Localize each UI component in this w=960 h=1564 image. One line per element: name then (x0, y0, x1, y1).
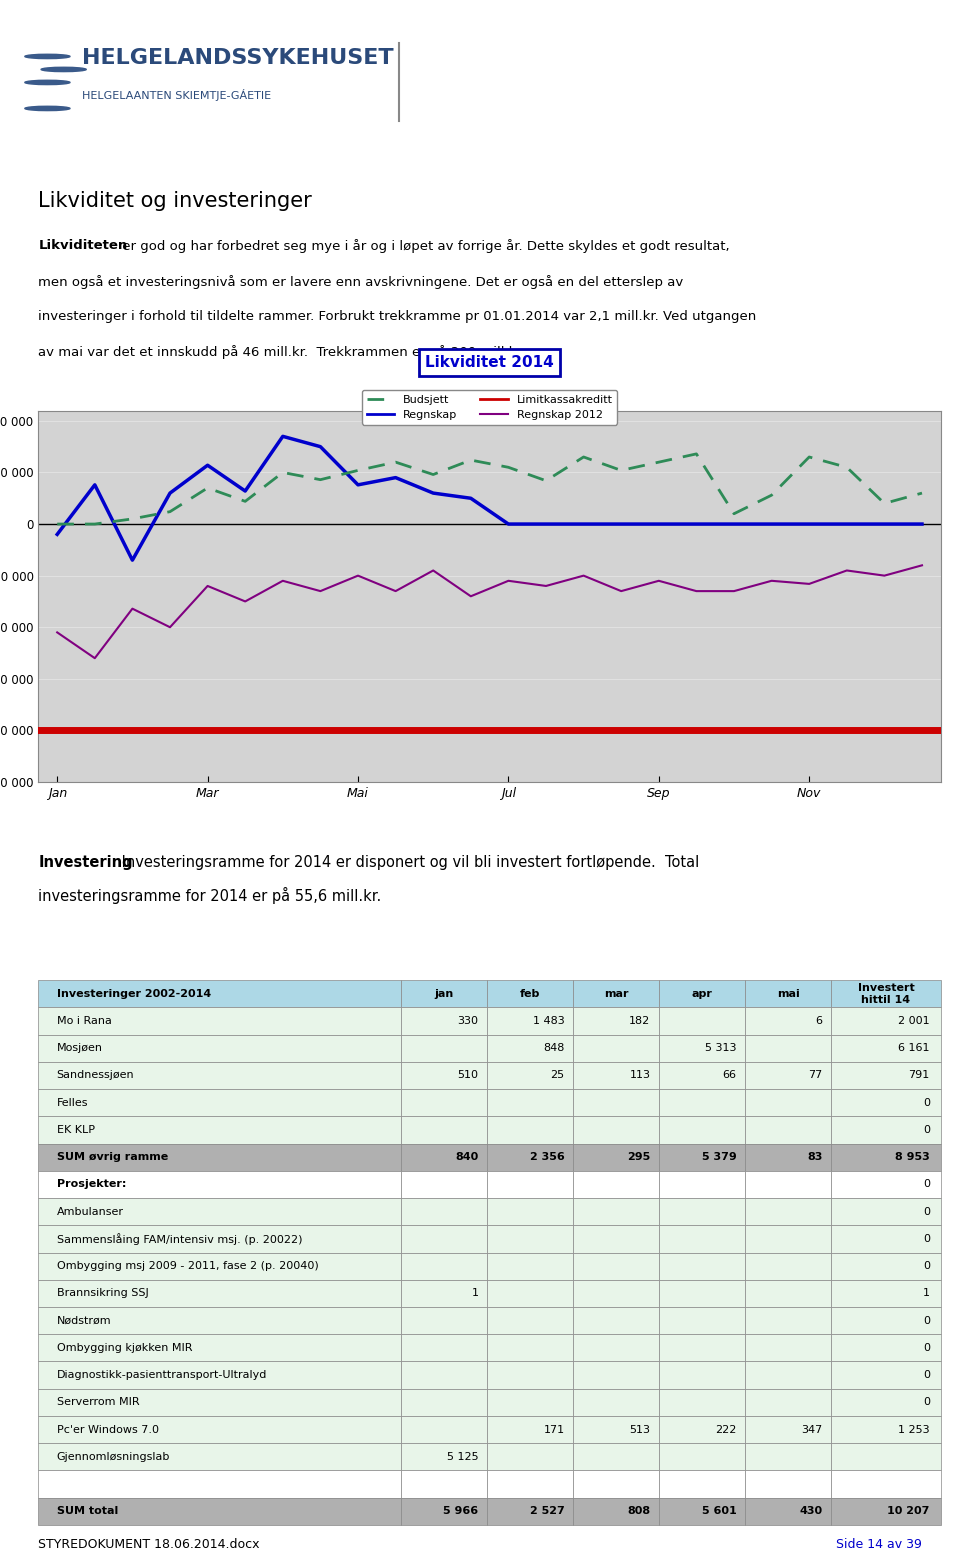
Regnskap 2012 (578, 566, 589, 585)
Regnskap (878, 515, 890, 533)
Limitkassakreditt (89, 721, 101, 740)
Budsjett (766, 486, 778, 505)
Regnskap 2012 (804, 574, 815, 593)
Regnskap 2012 (690, 582, 702, 601)
Text: Investeringsramme for 2014 er disponert og vil bli investert fortløpende.  Total: Investeringsramme for 2014 er disponert … (117, 856, 699, 870)
Text: Likviditet 2014: Likviditet 2014 (425, 355, 554, 369)
Regnskap 2012 (277, 571, 289, 590)
Budsjett (653, 452, 664, 471)
Regnskap (277, 427, 289, 446)
Text: er god og har forbedret seg mye i år og i løpet av forrige år. Dette skyldes et : er god og har forbedret seg mye i år og … (118, 239, 730, 253)
Regnskap 2012 (52, 622, 63, 641)
Line: Budsjett: Budsjett (58, 454, 922, 524)
Regnskap 2012 (540, 577, 552, 596)
Regnskap (615, 515, 627, 533)
Regnskap 2012 (89, 649, 101, 668)
Text: HELGELANDSSYKEHUSET: HELGELANDSSYKEHUSET (82, 48, 394, 69)
Regnskap (89, 475, 101, 494)
Line: Regnskap 2012: Regnskap 2012 (58, 565, 922, 658)
Circle shape (25, 55, 70, 58)
Regnskap 2012 (916, 555, 927, 574)
Regnskap (729, 515, 740, 533)
Regnskap 2012 (127, 599, 138, 618)
Text: investeringer i forhold til tildelte rammer. Forbrukt trekkramme pr 01.01.2014 v: investeringer i forhold til tildelte ram… (38, 310, 756, 324)
Text: HELGELAANTEN SKIEMTJE-GÁETIE: HELGELAANTEN SKIEMTJE-GÁETIE (82, 89, 271, 102)
Regnskap 2012 (427, 561, 439, 580)
Budsjett (841, 458, 852, 477)
Budsjett (127, 510, 138, 529)
Regnskap 2012 (352, 566, 364, 585)
Budsjett (52, 515, 63, 533)
Regnskap (427, 483, 439, 502)
Text: STYREDOKUMENT 18.06.2014.docx: STYREDOKUMENT 18.06.2014.docx (38, 1539, 260, 1551)
Circle shape (41, 67, 86, 72)
Budsjett (239, 493, 251, 511)
Budsjett (503, 458, 515, 477)
Regnskap (766, 515, 778, 533)
Regnskap 2012 (615, 582, 627, 601)
Budsjett (89, 515, 101, 533)
Circle shape (25, 80, 70, 84)
Budsjett (578, 447, 589, 466)
Regnskap 2012 (315, 582, 326, 601)
Regnskap (465, 490, 476, 508)
Regnskap (916, 515, 927, 533)
Regnskap (202, 455, 213, 474)
Regnskap (804, 515, 815, 533)
Regnskap (239, 482, 251, 500)
Budsjett (352, 461, 364, 480)
Regnskap 2012 (202, 577, 213, 596)
Text: Investering: Investering (38, 856, 133, 870)
Budsjett (390, 452, 401, 471)
Regnskap (390, 468, 401, 486)
Text: av mai var det et innskudd på 46 mill.kr.  Trekkrammen er på 200 mill.kr.: av mai var det et innskudd på 46 mill.kr… (38, 346, 525, 360)
Regnskap 2012 (465, 586, 476, 605)
Text: investeringsramme for 2014 er på 55,6 mill.kr.: investeringsramme for 2014 er på 55,6 mi… (38, 887, 382, 904)
Text: Likviditeten: Likviditeten (38, 239, 128, 252)
Regnskap (503, 515, 515, 533)
Budsjett (690, 444, 702, 463)
Regnskap (127, 551, 138, 569)
Text: men også et investeringsnivå som er lavere enn avskrivningene. Det er også en de: men også et investeringsnivå som er lave… (38, 275, 684, 289)
Budsjett (878, 494, 890, 513)
Budsjett (277, 463, 289, 482)
Regnskap 2012 (729, 582, 740, 601)
Regnskap 2012 (766, 571, 778, 590)
Circle shape (25, 106, 70, 111)
Regnskap 2012 (164, 618, 176, 637)
Budsjett (916, 483, 927, 502)
Regnskap (578, 515, 589, 533)
Line: Regnskap: Regnskap (58, 436, 922, 560)
Budsjett (465, 450, 476, 469)
Legend: Budsjett, Regnskap, Limitkassakreditt, Regnskap 2012: Budsjett, Regnskap, Limitkassakreditt, R… (362, 389, 617, 424)
Regnskap (315, 438, 326, 457)
Budsjett (615, 461, 627, 480)
Regnskap (164, 483, 176, 502)
Budsjett (804, 447, 815, 466)
Budsjett (729, 504, 740, 522)
Regnskap (841, 515, 852, 533)
Regnskap 2012 (503, 571, 515, 590)
Text: Likviditet og investeringer: Likviditet og investeringer (38, 191, 312, 211)
Regnskap (540, 515, 552, 533)
Regnskap 2012 (390, 582, 401, 601)
Budsjett (202, 479, 213, 497)
Budsjett (315, 471, 326, 490)
Text: Side 14 av 39: Side 14 av 39 (836, 1539, 922, 1551)
Regnskap (52, 526, 63, 544)
Regnskap 2012 (653, 571, 664, 590)
Budsjett (164, 502, 176, 521)
Regnskap (653, 515, 664, 533)
Regnskap (352, 475, 364, 494)
Regnskap 2012 (239, 593, 251, 612)
Budsjett (427, 465, 439, 483)
Regnskap 2012 (878, 566, 890, 585)
Regnskap 2012 (841, 561, 852, 580)
Budsjett (540, 471, 552, 490)
Limitkassakreditt (52, 721, 63, 740)
Regnskap (690, 515, 702, 533)
